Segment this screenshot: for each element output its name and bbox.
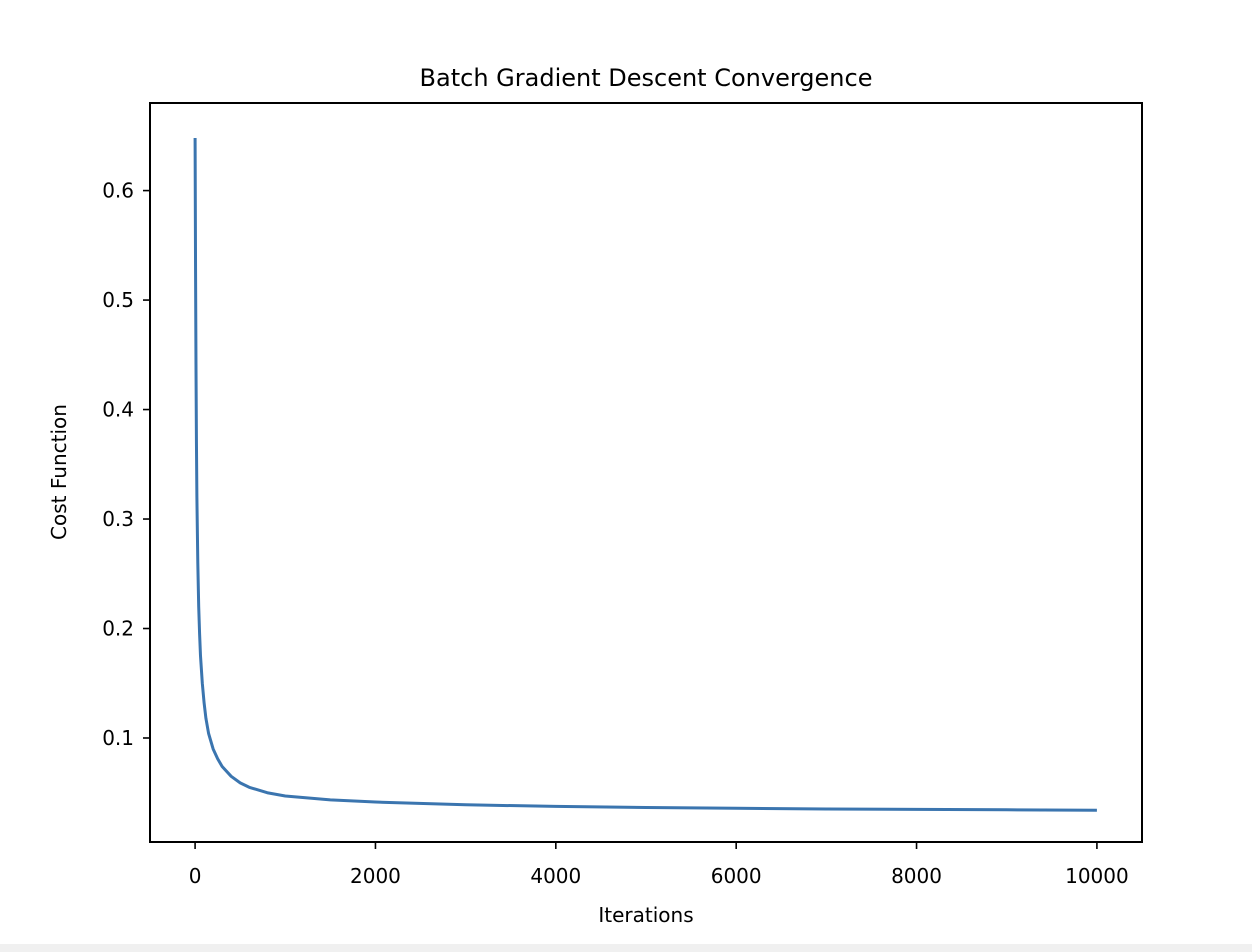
y-tick-label: 0.6 xyxy=(102,179,134,203)
y-axis-ticks: 0.1 0.2 0.3 0.4 0.5 0.6 xyxy=(102,179,150,750)
x-axis-label: Iterations xyxy=(598,903,693,927)
x-tick-label: 2000 xyxy=(350,864,401,888)
x-axis-ticks: 0 2000 4000 6000 8000 10000 xyxy=(189,842,1129,888)
y-axis-label: Cost Function xyxy=(47,404,71,540)
y-tick-label: 0.2 xyxy=(102,617,134,641)
series-line-0 xyxy=(193,138,1097,812)
y-tick-label: 0.5 xyxy=(102,288,134,312)
plot-area-frame xyxy=(149,102,1143,843)
y-tick-label: 0.4 xyxy=(102,398,134,422)
x-tick-label: 4000 xyxy=(530,864,581,888)
series-layer xyxy=(193,138,1097,812)
x-tick-label: 6000 xyxy=(711,864,762,888)
x-tick-label: 10000 xyxy=(1065,864,1129,888)
x-tick-label: 8000 xyxy=(891,864,942,888)
chart-title: Batch Gradient Descent Convergence xyxy=(420,64,873,92)
x-tick-label: 0 xyxy=(189,864,202,888)
y-tick-label: 0.1 xyxy=(102,726,134,750)
y-tick-label: 0.3 xyxy=(102,507,134,531)
bottom-edge-strip xyxy=(0,944,1252,952)
